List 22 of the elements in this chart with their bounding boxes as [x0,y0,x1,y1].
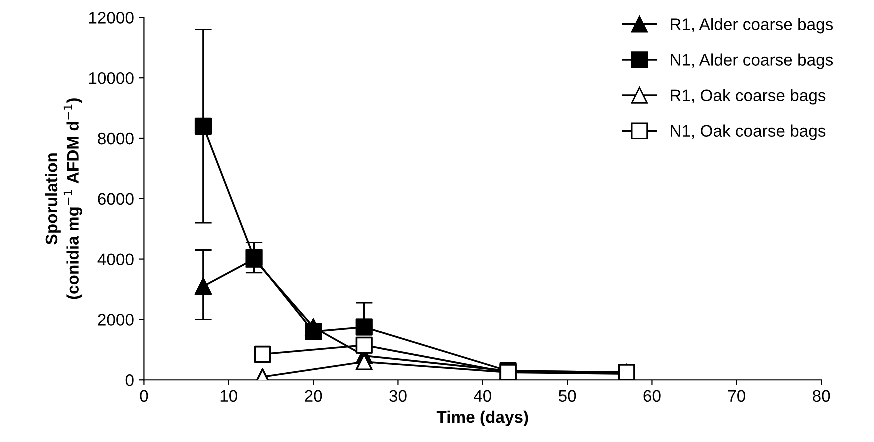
y-tick-label: 4000 [98,254,134,266]
x-tick-label: 20 [305,390,322,402]
x-axis-title: Time (days) [436,410,528,426]
x-tick-label: 10 [220,390,238,402]
x-tick-label: 0 [140,390,148,402]
y-tick-label: 0 [126,374,134,386]
legend-label: R1, Alder coarse bags [671,18,834,34]
legend-label: N1, Oak coarse bags [671,124,826,140]
x-tick-label: 60 [644,390,661,402]
y-tick-label: 8000 [98,132,134,145]
y-tick-label: 6000 [98,193,134,206]
x-tick-label: 30 [390,390,407,402]
y-tick-label: 10000 [89,72,134,84]
legend-label: N1, Alder coarse bags [671,54,834,70]
x-tick-label: 70 [728,390,746,402]
x-tick-label: 80 [813,390,830,402]
y-tick-label: 2000 [98,314,134,326]
x-tick-label: 50 [558,390,576,402]
x-tick-label: 40 [474,390,492,402]
y-tick-label: 12000 [89,12,134,24]
y-axis-title: Sporulation (conidia mg$^{−1}$ AFDM d$^{−1}$) [45,98,82,300]
legend-label: R1, Oak coarse bags [671,89,826,105]
